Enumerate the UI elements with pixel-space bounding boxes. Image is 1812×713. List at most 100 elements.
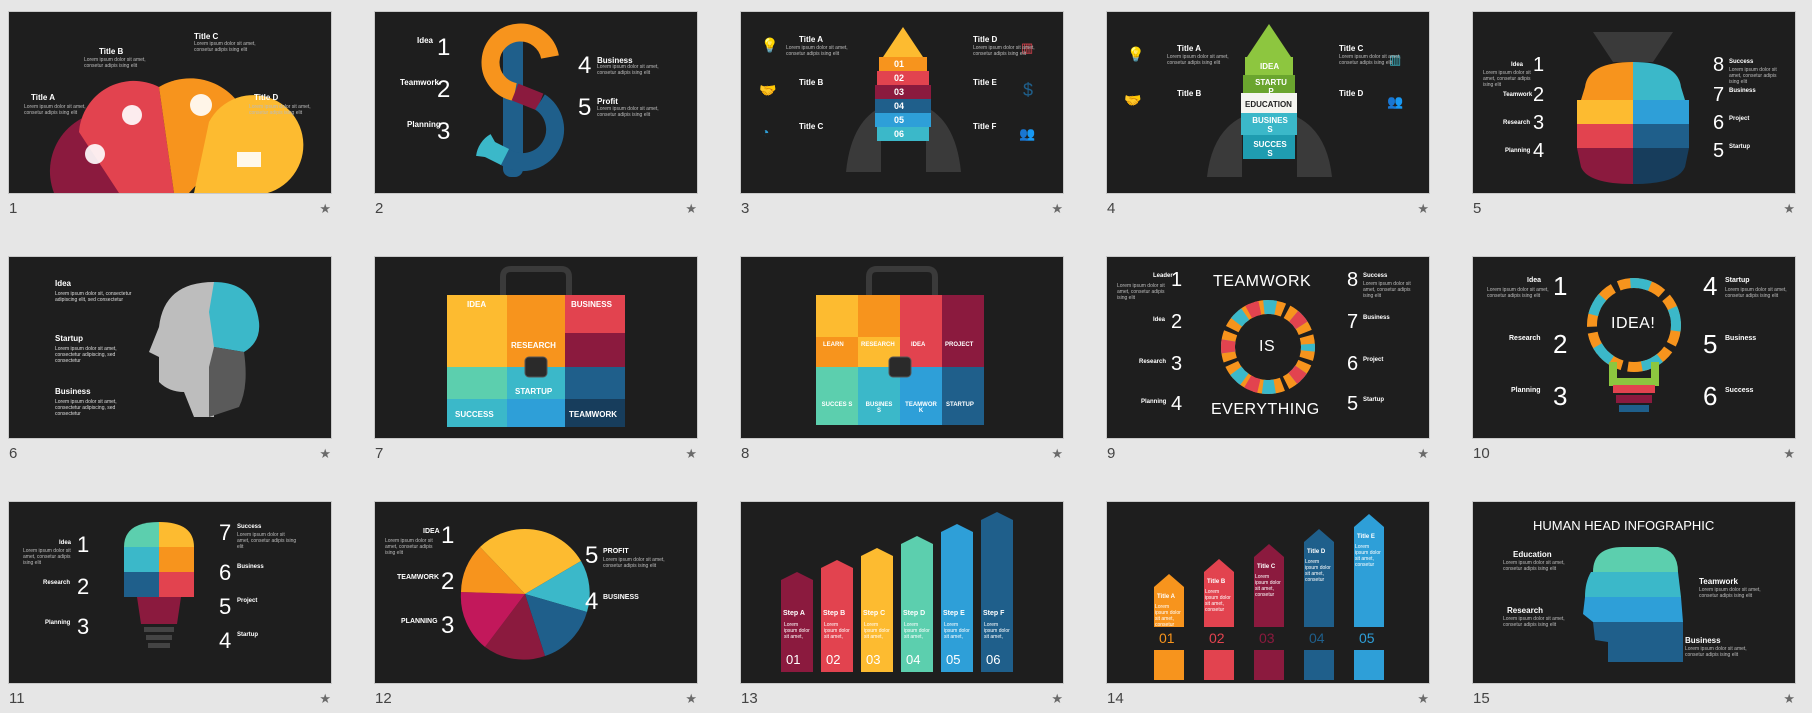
body-text: Lorem ipsum dolor sit amet, consetur adi… (24, 104, 86, 116)
body-text: Lorem ipsum dolor sit amet, consetur adi… (1363, 281, 1411, 299)
number: 6 (219, 560, 232, 585)
number: 5 (1347, 393, 1359, 415)
stage: SUCCES S (1253, 140, 1287, 158)
label: Idea (1153, 317, 1166, 323)
bottom-text: EVERYTHING (1211, 401, 1320, 418)
star-icon[interactable]: ★ (1783, 201, 1795, 216)
body-text: Lorem ipsum dolor sit amet, consetur adi… (1699, 587, 1761, 599)
slide-number: 7 (375, 445, 384, 462)
label: Planning (45, 620, 71, 626)
star-icon[interactable]: ★ (1417, 201, 1429, 216)
label-startup: Startup (55, 334, 83, 343)
star-icon[interactable]: ★ (1417, 691, 1429, 706)
star-icon[interactable]: ★ (1783, 446, 1795, 461)
title-c: Title C (799, 122, 824, 131)
label: Startup (237, 632, 258, 638)
slide-number: 9 (1107, 445, 1116, 462)
title-f: Title F (973, 122, 997, 131)
step-columns-infographic (781, 512, 1013, 672)
title-c: Title C (194, 32, 219, 41)
star-icon[interactable]: ★ (1051, 691, 1063, 706)
number: 8 (1347, 269, 1359, 291)
label: IDEA (423, 528, 440, 535)
body-text: Lorem ipsum dolor sit amet, consectetur … (55, 399, 117, 417)
body-text: Lorem ipsum dolor sit amet, (784, 622, 810, 640)
slide-canvas: Idea 1 Research 2 Planning 3 7 Success 6… (8, 501, 332, 684)
label: Planning (1511, 387, 1541, 394)
label: Planning (1141, 399, 1167, 405)
step-number: 01 (786, 652, 801, 667)
stage: BUSINES S (1252, 116, 1288, 134)
step: Step E (943, 610, 965, 617)
star-icon[interactable]: ★ (319, 446, 331, 461)
number: 5 (585, 542, 599, 569)
body-text: Lorem ipsum dolor sit amet, consetur adi… (1729, 67, 1777, 85)
cell-success: SUCCESS (455, 410, 494, 419)
label: Success (1729, 59, 1754, 65)
number: 4 (1703, 271, 1718, 301)
slide-canvas: LEARN RESEARCH IDEA PROJECT SUCCES S BUS… (740, 256, 1064, 439)
step-number: 03 (866, 652, 881, 667)
cell-learn: LEARN (823, 342, 844, 348)
label-business: Business (1685, 636, 1721, 645)
number: 05 (1359, 630, 1375, 646)
label-planning: Planning (407, 120, 441, 129)
cell-startup: STARTUP (515, 387, 553, 396)
briefcase-infographic (816, 266, 984, 425)
label-education: Education (1513, 550, 1552, 559)
number: 4 (585, 588, 599, 615)
star-icon[interactable]: ★ (1417, 446, 1429, 461)
cell-success: SUCCES S (821, 402, 853, 408)
title-d: Title D (973, 35, 998, 44)
number: 3 (441, 612, 455, 639)
step: 03 (894, 87, 905, 97)
cell-research: RESEARCH (511, 341, 556, 350)
star-icon[interactable]: ★ (319, 691, 331, 706)
cell-teamwork: TEAMWOR K (905, 402, 937, 414)
number: 3 (1553, 381, 1568, 411)
number: 2 (1533, 84, 1545, 106)
rocket-infographic (1207, 24, 1332, 177)
label: Project (237, 598, 258, 604)
slide-canvas: Idea 1 Teamwork 2 Research 3 Planning 4 … (1472, 11, 1796, 194)
number: 4 (1533, 140, 1545, 162)
star-icon[interactable]: ★ (685, 446, 697, 461)
number: 6 (1713, 112, 1725, 134)
label: Startup (1725, 277, 1750, 284)
number: 2 (1553, 329, 1568, 359)
cell-business: BUSINESS (571, 300, 612, 309)
slide-number: 6 (9, 445, 18, 462)
star-icon[interactable]: ★ (685, 201, 697, 216)
star-icon[interactable]: ★ (1783, 691, 1795, 706)
bulb-icon: 💡 (1127, 46, 1145, 62)
star-icon[interactable]: ★ (319, 201, 331, 216)
number: 5 (219, 594, 232, 619)
number: 5 (578, 94, 592, 121)
money-bag-infographic (1577, 32, 1689, 184)
number: 4 (219, 628, 232, 653)
number: 1 (441, 522, 455, 549)
step: Step B (823, 610, 846, 617)
title: Title B (1207, 579, 1226, 585)
label: Business (237, 564, 264, 570)
body-text: Lorem ipsum dolor sit amet, consetur adi… (1167, 54, 1229, 66)
dollar-icon: $ (1023, 80, 1034, 100)
label-profit: Profit (597, 97, 618, 106)
number: 2 (437, 76, 451, 103)
star-icon[interactable]: ★ (1051, 201, 1063, 216)
step: 02 (894, 73, 905, 83)
slide-canvas: IDEA! Idea 1 Research 2 Planning 3 4 Sta… (1472, 256, 1796, 439)
label: TEAMWORK (397, 574, 439, 581)
label-teamwork: Teamwork (1699, 577, 1738, 586)
title-c: Title C (1339, 44, 1364, 53)
body-text: Lorem ipsum dolor sit amet, consetur adi… (1503, 616, 1565, 628)
bar-chart-icon: ▥ (1389, 52, 1402, 67)
star-icon[interactable]: ★ (1051, 446, 1063, 461)
label: Project (1729, 116, 1750, 122)
step: Step A (783, 610, 805, 617)
step: 05 (894, 115, 905, 125)
label: Startup (1729, 144, 1750, 150)
star-icon[interactable]: ★ (685, 691, 697, 706)
body-text: Lorem ipsum dolor sit amet, consetur (1305, 559, 1331, 583)
body-text: Lorem ipsum dolor sit amet, consetur adi… (84, 57, 146, 69)
